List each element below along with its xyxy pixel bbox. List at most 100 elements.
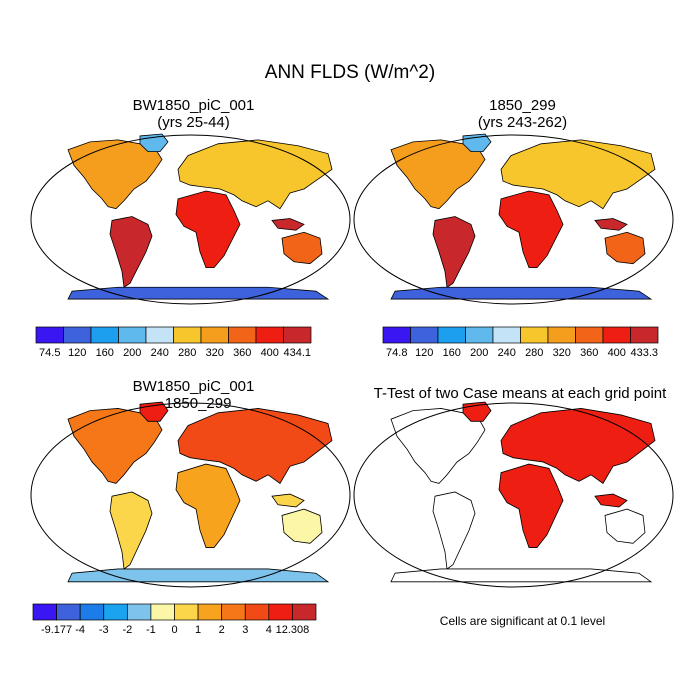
colorbar-label: -1 xyxy=(146,624,156,636)
colorbar-label: 12.308 xyxy=(276,624,310,636)
colorbar-box xyxy=(35,326,64,344)
map-border xyxy=(30,134,351,305)
colorbar-box xyxy=(228,326,257,344)
colorbar-label: 74.8 xyxy=(386,347,407,359)
colorbar-box xyxy=(79,603,105,621)
colorbar-box xyxy=(630,326,659,344)
panel-title-line2: (yrs 243-262) xyxy=(477,114,568,131)
map-border xyxy=(353,134,674,305)
significance-note: Cells are significant at 0.1 level xyxy=(439,614,606,628)
colorbar-label: 320 xyxy=(553,347,571,359)
colorbar-box xyxy=(283,326,312,344)
colorbar-label: 200 xyxy=(123,347,141,359)
colorbar-label: 200 xyxy=(470,347,488,359)
colorbar-label: 360 xyxy=(233,347,251,359)
colorbar-box xyxy=(145,326,174,344)
colorbar-label: 400 xyxy=(608,347,626,359)
colorbar-label: 0 xyxy=(171,624,177,636)
colorbar-label: 434.1 xyxy=(283,347,311,359)
antarctica-shape xyxy=(390,568,653,583)
panel-title-top-left: BW1850_piC_001 (yrs 25-44) xyxy=(36,97,351,131)
colorbar-box xyxy=(174,603,199,621)
south-america-shape xyxy=(432,216,476,288)
colorbar-label: 74.5 xyxy=(39,347,60,359)
europe-asia-shape xyxy=(500,139,656,210)
colorbar-label: 280 xyxy=(178,347,196,359)
colorbar-box xyxy=(492,326,521,344)
colorbar-box xyxy=(575,326,604,344)
colorbar-label: 3 xyxy=(242,624,248,636)
africa-shape xyxy=(498,190,564,269)
europe-asia-shape xyxy=(177,139,333,210)
colorbar-label: 2 xyxy=(219,624,225,636)
colorbar-box xyxy=(465,326,494,344)
colorbar-label: 120 xyxy=(415,347,433,359)
colorbar-box xyxy=(56,603,81,621)
colorbar-box xyxy=(118,326,147,344)
colorbar-label: 1 xyxy=(195,624,201,636)
colorbar-label: 160 xyxy=(96,347,114,359)
map-mean-case2 xyxy=(353,133,674,305)
colorbar-box xyxy=(126,603,152,621)
colorbar-box xyxy=(63,326,92,344)
panel-title-line2: (yrs 25-44) xyxy=(157,114,230,131)
australia-shape xyxy=(604,508,646,544)
africa-shape xyxy=(498,463,564,548)
colorbar-box xyxy=(244,603,270,621)
colorbar-label: 360 xyxy=(580,347,598,359)
north-america-shape xyxy=(390,408,486,484)
europe-asia-shape xyxy=(500,408,656,484)
colorbar-box xyxy=(90,326,119,344)
colorbar-box xyxy=(292,603,317,621)
map-difference xyxy=(30,401,351,588)
panel-title-line1: 1850_299 xyxy=(489,97,556,114)
indonesia-shape xyxy=(271,493,305,508)
colorbar-box xyxy=(32,603,57,621)
panel-title-bottom-right: T-Test of two Case means at each grid po… xyxy=(373,385,667,402)
colorbar-box xyxy=(268,603,293,621)
colorbar-box xyxy=(547,326,576,344)
europe-asia-shape xyxy=(177,408,333,484)
colorbar-box xyxy=(200,326,229,344)
north-america-shape xyxy=(390,139,486,210)
south-america-shape xyxy=(109,216,153,288)
south-america-shape xyxy=(109,491,153,570)
colorbar-top-left: 74.5 120 160 200 240 280 320 360 400 434.1 xyxy=(35,326,312,359)
colorbar-label: 160 xyxy=(443,347,461,359)
colorbar-label: 433.3 xyxy=(630,347,658,359)
panel-title-top-right: 1850_299 (yrs 243-262) xyxy=(365,97,680,131)
north-america-shape xyxy=(67,408,163,484)
antarctica-shape xyxy=(67,286,330,300)
colorbar-label: 280 xyxy=(525,347,543,359)
colorbar-label: 240 xyxy=(151,347,169,359)
colorbar-label: 400 xyxy=(261,347,279,359)
indonesia-shape xyxy=(594,493,628,508)
colorbar-label: 320 xyxy=(206,347,224,359)
colorbar-box xyxy=(197,603,223,621)
map-border xyxy=(30,402,351,588)
panel-title-line1: BW1850_piC_001 xyxy=(132,97,255,114)
indonesia-shape xyxy=(271,218,305,231)
colorbar-box xyxy=(255,326,284,344)
colorbar-label: 4 xyxy=(266,624,272,636)
africa-shape xyxy=(175,463,241,548)
australia-shape xyxy=(604,231,646,265)
main-title: ANN FLDS (W/m^2) xyxy=(264,62,436,83)
colorbar-label: -4 xyxy=(75,624,85,636)
colorbar-label: -3 xyxy=(99,624,109,636)
colorbar-box xyxy=(437,326,466,344)
colorbar-box xyxy=(520,326,549,344)
colorbar-box xyxy=(382,326,411,344)
colorbar-top-right: 74.8 120 160 200 240 280 320 360 400 433.3 xyxy=(382,326,659,359)
australia-shape xyxy=(281,508,323,544)
australia-shape xyxy=(281,231,323,265)
colorbar-bottom-left: -9.177 -4 -3 -2 -1 0 1 2 3 4 12.308 xyxy=(32,603,317,636)
colorbar-box xyxy=(221,603,246,621)
colorbar-label: 120 xyxy=(68,347,86,359)
colorbar-label: -9.177 xyxy=(41,624,72,636)
colorbar-box xyxy=(150,603,175,621)
antarctica-shape xyxy=(67,568,330,583)
colorbar-label: 240 xyxy=(498,347,516,359)
indonesia-shape xyxy=(594,218,628,231)
colorbar-box xyxy=(602,326,631,344)
